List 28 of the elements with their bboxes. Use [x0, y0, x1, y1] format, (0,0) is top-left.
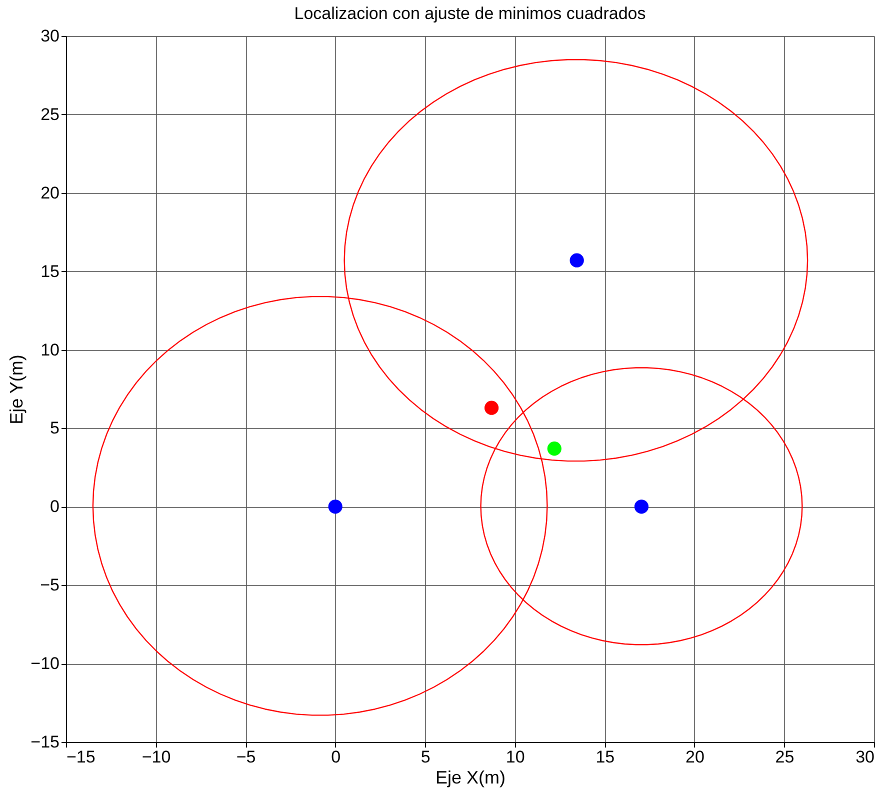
point [547, 442, 562, 456]
x-tick-label: 5 [420, 748, 430, 766]
x-tick-label: −15 [66, 748, 96, 766]
x-tick-label: 15 [596, 748, 615, 766]
point [570, 253, 584, 268]
y-tick-label: 25 [40, 104, 60, 124]
x-tick-label: 10 [506, 748, 525, 766]
y-tick-label: 10 [40, 340, 60, 360]
x-tick-label: 0 [331, 748, 341, 766]
x-tick-label: −10 [142, 748, 171, 766]
y-tick-label: 15 [40, 262, 60, 281]
y-tick-label: 0 [50, 497, 60, 516]
y-tick-label: −10 [30, 654, 60, 674]
y-tick-label: −15 [30, 732, 60, 752]
x-tick-label: 25 [775, 748, 794, 766]
point [634, 500, 649, 514]
x-tick-label: 30 [856, 748, 874, 766]
y-axis-title: Eje Y(m) [6, 354, 27, 424]
y-tick-label: 5 [50, 418, 60, 438]
y-tick-label: −5 [40, 576, 60, 595]
point [484, 400, 499, 415]
point [328, 500, 342, 514]
x-axis-title: Eje X(m) [435, 768, 506, 788]
chart-title: Localizacion con ajuste de minimos cuadrados [294, 4, 646, 23]
y-tick-label: 30 [40, 26, 60, 46]
x-tick-label: −5 [236, 748, 256, 766]
x-tick-label: 20 [685, 748, 704, 766]
y-tick-label: 20 [40, 183, 60, 202]
